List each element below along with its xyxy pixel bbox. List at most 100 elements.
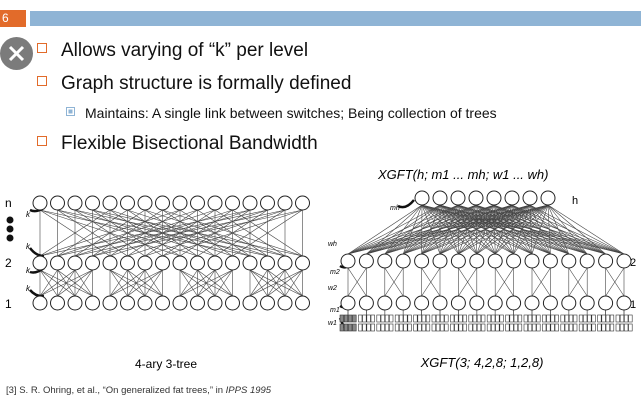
link — [547, 204, 588, 255]
level-label-n: n — [5, 196, 12, 210]
processing-node — [499, 323, 504, 332]
processing-node — [376, 314, 381, 323]
switch-node — [242, 255, 258, 271]
processing-node — [435, 323, 441, 332]
arrow — [397, 199, 415, 209]
level-label-1: 1 — [5, 297, 12, 311]
switch-node — [85, 295, 100, 311]
fat-tree-diagram: n 2 1 k k k k 4-ary 3-tree — [5, 195, 310, 371]
link — [179, 269, 198, 297]
switch-node — [225, 195, 240, 211]
switch-node — [120, 295, 135, 311]
processing-node — [352, 323, 357, 332]
switch-node — [377, 253, 393, 269]
close-button[interactable] — [0, 37, 33, 70]
processing-node — [499, 314, 504, 323]
processing-node — [376, 323, 381, 332]
switch-node — [522, 190, 538, 206]
switch-node — [295, 195, 310, 211]
processing-node — [605, 314, 610, 323]
processing-node — [362, 323, 367, 332]
switch-node — [207, 255, 223, 271]
processing-node — [513, 314, 518, 323]
processing-node — [435, 314, 441, 323]
processing-node — [554, 323, 559, 332]
switch-node — [377, 295, 393, 311]
processing-node — [413, 314, 418, 323]
processing-node — [454, 314, 459, 323]
processing-node — [458, 314, 463, 323]
switch-node — [172, 195, 188, 211]
level-label-h: h — [572, 195, 578, 207]
link — [547, 204, 551, 255]
processing-node — [597, 314, 602, 323]
processing-node — [527, 323, 533, 332]
processing-node — [591, 323, 596, 332]
link — [74, 269, 93, 297]
processing-node — [542, 314, 547, 323]
edge-label-k: k — [26, 284, 31, 293]
switch-node — [414, 295, 430, 311]
switch-node — [155, 255, 170, 271]
processing-node — [417, 323, 422, 332]
processing-node — [619, 323, 625, 332]
xgft-diagram: XGFT(h; m1 ... mh; w1 ... wh) h 2 1 mh m… — [328, 167, 636, 370]
processing-node — [481, 323, 486, 332]
link — [547, 204, 606, 255]
processing-node — [583, 314, 588, 323]
link — [531, 204, 549, 255]
bullet-text: Flexible Bisectional Bandwidth — [61, 133, 318, 154]
processing-node — [568, 323, 574, 332]
processing-node — [450, 323, 455, 332]
processing-node — [358, 314, 363, 323]
processing-node — [609, 323, 615, 332]
switch-node — [487, 253, 503, 269]
processing-node — [491, 314, 496, 323]
bullet-marker — [37, 43, 47, 53]
switch-node — [32, 255, 48, 271]
processing-node — [583, 323, 588, 332]
processing-node — [352, 314, 357, 323]
processing-node — [486, 323, 492, 332]
switch-node — [395, 253, 411, 269]
processing-node — [425, 314, 431, 323]
ellipsis-dot — [6, 216, 14, 224]
processing-node — [628, 314, 633, 323]
switch-node — [260, 255, 275, 271]
link — [57, 269, 93, 297]
processing-node — [505, 323, 510, 332]
switch-node — [504, 190, 520, 206]
processing-node — [624, 323, 629, 332]
processing-node — [348, 314, 353, 323]
ellipsis-dot — [6, 234, 14, 242]
processing-node — [454, 323, 459, 332]
switch-node — [120, 255, 135, 271]
link — [109, 269, 128, 297]
processing-node — [601, 323, 606, 332]
switch-node — [137, 295, 153, 311]
processing-node — [573, 323, 578, 332]
processing-node — [343, 314, 349, 323]
link — [109, 269, 163, 297]
switch-node — [277, 255, 293, 271]
level-label-1: 1 — [630, 299, 636, 311]
processing-node — [472, 314, 477, 323]
processing-node — [609, 314, 615, 323]
processing-node — [560, 314, 565, 323]
processing-node — [619, 314, 625, 323]
processing-node — [624, 314, 629, 323]
processing-node — [536, 314, 541, 323]
link — [232, 209, 303, 257]
processing-node — [546, 323, 551, 332]
link — [179, 269, 216, 297]
processing-node — [564, 314, 569, 323]
switch-node — [50, 195, 65, 211]
switch-node — [137, 195, 153, 211]
processing-node — [458, 323, 463, 332]
processing-node — [425, 323, 431, 332]
processing-node — [536, 323, 541, 332]
switch-node — [207, 295, 223, 311]
switch-node — [295, 255, 310, 271]
switch-node — [598, 253, 614, 269]
processing-node — [339, 323, 344, 332]
